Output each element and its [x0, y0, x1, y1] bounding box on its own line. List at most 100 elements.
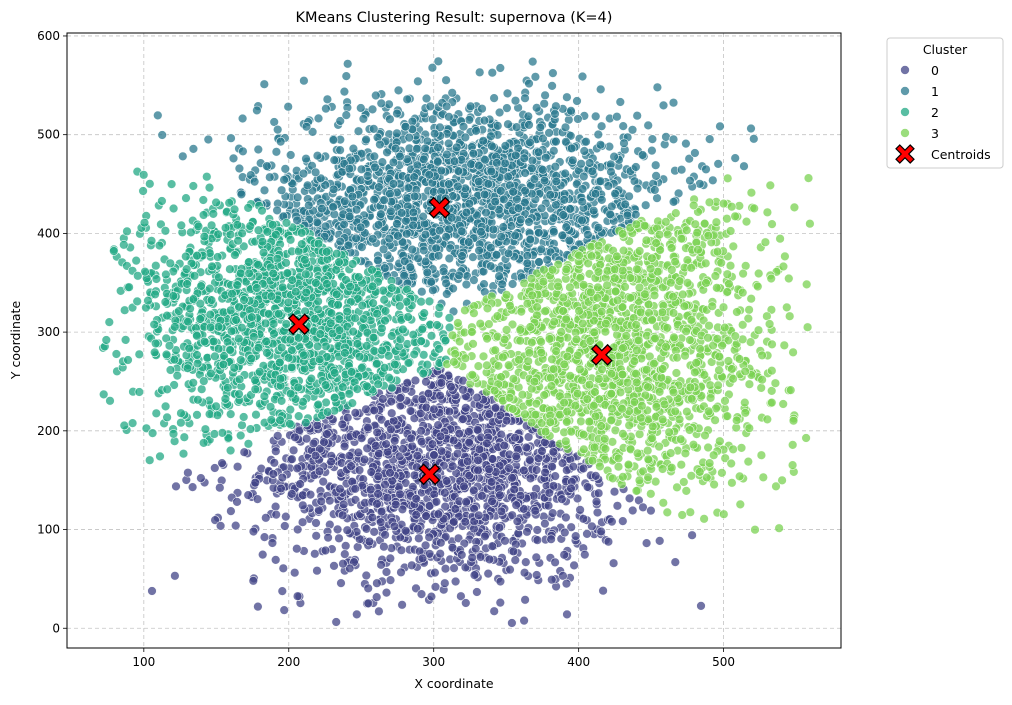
point-cluster-2 — [322, 342, 331, 351]
point-cluster-0 — [473, 393, 482, 402]
point-cluster-2 — [330, 369, 339, 378]
point-cluster-0 — [261, 513, 270, 522]
point-cluster-0 — [583, 530, 592, 539]
point-cluster-2 — [251, 385, 260, 394]
point-cluster-0 — [341, 542, 350, 551]
point-cluster-1 — [731, 154, 740, 163]
point-cluster-1 — [486, 262, 495, 271]
point-cluster-2 — [182, 265, 191, 274]
point-cluster-1 — [669, 198, 678, 207]
point-cluster-2 — [357, 364, 366, 373]
point-cluster-1 — [526, 235, 535, 244]
point-cluster-1 — [272, 147, 281, 156]
point-cluster-1 — [442, 102, 451, 111]
point-cluster-2 — [301, 418, 310, 427]
point-cluster-0 — [522, 443, 531, 452]
point-cluster-1 — [708, 176, 717, 185]
point-cluster-0 — [671, 558, 680, 567]
point-cluster-1 — [496, 64, 505, 73]
point-cluster-1 — [495, 272, 504, 281]
point-cluster-1 — [371, 91, 380, 100]
point-cluster-2 — [278, 283, 287, 292]
point-cluster-1 — [389, 180, 398, 189]
point-cluster-1 — [445, 112, 454, 121]
point-cluster-1 — [566, 205, 575, 214]
point-cluster-1 — [313, 218, 322, 227]
point-cluster-0 — [306, 490, 315, 499]
point-cluster-2 — [99, 390, 108, 399]
point-cluster-0 — [520, 466, 529, 475]
point-cluster-0 — [362, 405, 371, 414]
point-cluster-1 — [417, 287, 426, 296]
point-cluster-1 — [442, 76, 451, 85]
point-cluster-0 — [642, 539, 651, 548]
point-cluster-1 — [302, 154, 311, 163]
point-cluster-0 — [465, 438, 474, 447]
point-cluster-1 — [549, 69, 558, 78]
point-cluster-2 — [213, 253, 222, 262]
point-cluster-1 — [465, 199, 474, 208]
point-cluster-2 — [269, 320, 278, 329]
point-cluster-1 — [340, 197, 349, 206]
point-cluster-1 — [345, 212, 354, 221]
point-cluster-2 — [272, 230, 281, 239]
point-cluster-2 — [140, 218, 149, 227]
point-cluster-1 — [265, 173, 274, 182]
point-cluster-0 — [485, 555, 494, 564]
point-cluster-1 — [499, 195, 508, 204]
point-cluster-1 — [344, 241, 353, 250]
point-cluster-2 — [234, 334, 243, 343]
point-cluster-2 — [351, 314, 360, 323]
point-cluster-1 — [521, 186, 530, 195]
point-cluster-1 — [260, 186, 269, 195]
point-cluster-2 — [189, 295, 198, 304]
point-cluster-2 — [435, 303, 444, 312]
point-cluster-0 — [487, 478, 496, 487]
point-cluster-2 — [314, 305, 323, 314]
point-cluster-2 — [199, 196, 208, 205]
point-cluster-0 — [502, 416, 511, 425]
point-cluster-2 — [152, 275, 161, 284]
point-cluster-2 — [286, 235, 295, 244]
point-cluster-1 — [523, 259, 532, 268]
point-cluster-1 — [461, 133, 470, 142]
point-cluster-2 — [379, 286, 388, 295]
point-cluster-2 — [209, 210, 218, 219]
point-cluster-1 — [422, 94, 431, 103]
point-cluster-2 — [268, 220, 277, 229]
point-cluster-1 — [577, 159, 586, 168]
point-cluster-1 — [682, 139, 691, 148]
point-cluster-0 — [610, 487, 619, 496]
point-cluster-2 — [245, 269, 254, 278]
point-cluster-1 — [749, 134, 758, 143]
point-cluster-1 — [511, 151, 520, 160]
point-cluster-0 — [406, 407, 415, 416]
point-cluster-2 — [124, 356, 133, 365]
point-cluster-0 — [313, 421, 322, 430]
point-cluster-2 — [381, 307, 390, 316]
point-cluster-1 — [383, 148, 392, 157]
point-cluster-0 — [548, 462, 557, 471]
point-cluster-1 — [401, 122, 410, 131]
point-cluster-2 — [167, 180, 176, 189]
point-cluster-1 — [537, 245, 546, 254]
point-cluster-0 — [547, 535, 556, 544]
point-cluster-0 — [697, 602, 706, 611]
point-cluster-0 — [319, 477, 328, 486]
point-cluster-1 — [376, 140, 385, 149]
point-cluster-0 — [317, 497, 326, 506]
point-cluster-1 — [531, 72, 540, 81]
point-cluster-0 — [597, 527, 606, 536]
point-cluster-0 — [370, 406, 379, 415]
point-cluster-0 — [403, 378, 412, 387]
point-cluster-2 — [287, 346, 296, 355]
point-cluster-1 — [584, 230, 593, 239]
point-cluster-2 — [166, 259, 175, 268]
point-cluster-1 — [659, 101, 668, 110]
point-cluster-2 — [135, 388, 144, 397]
point-cluster-1 — [594, 130, 603, 139]
point-cluster-2 — [235, 375, 244, 384]
point-cluster-1 — [427, 278, 436, 287]
point-cluster-2 — [297, 240, 306, 249]
